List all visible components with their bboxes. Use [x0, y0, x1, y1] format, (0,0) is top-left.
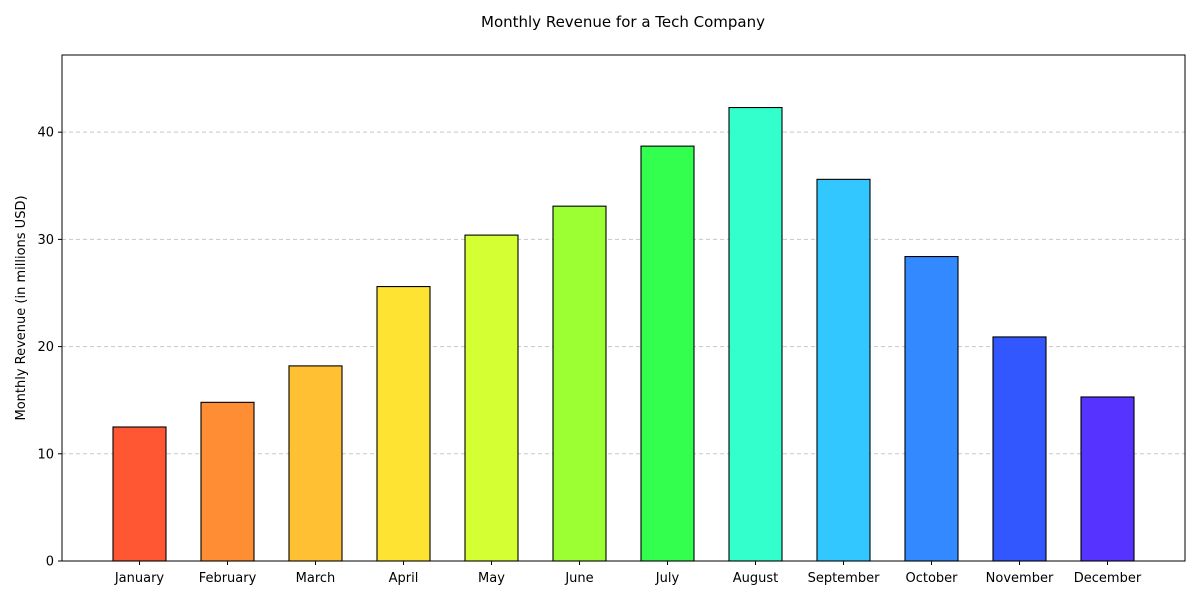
x-tick-label: October: [905, 571, 958, 586]
y-tick-label: 10: [37, 447, 54, 462]
bar-march: [288, 365, 343, 562]
bar-april: [376, 286, 431, 562]
grid-lines: [62, 131, 1185, 455]
bar-june: [552, 205, 607, 562]
x-tick-label: September: [808, 571, 881, 586]
bar-february: [200, 401, 255, 562]
chart-title: Monthly Revenue for a Tech Company: [481, 13, 765, 31]
bars: [112, 106, 1135, 562]
axis-ticks: 0 10 20 30 40 January February March April May Jun…: [37, 126, 1141, 586]
x-tick-label: June: [564, 571, 593, 586]
y-tick-label: 20: [37, 340, 54, 355]
bar-july: [640, 145, 695, 562]
bar-november: [992, 336, 1047, 562]
x-tick-label: February: [199, 571, 257, 586]
bar-january: [112, 426, 167, 562]
x-tick-label: November: [986, 571, 1054, 586]
x-tick-label: March: [296, 571, 336, 586]
x-tick-label: July: [655, 571, 680, 586]
x-tick-label: August: [733, 571, 779, 586]
x-tick-label: January: [114, 571, 165, 586]
bar-october: [904, 255, 959, 562]
bar-august: [728, 106, 783, 562]
y-tick-label: 40: [37, 126, 54, 141]
x-tick-label: April: [389, 571, 419, 586]
plot-frame: [61, 54, 1186, 562]
x-tick-label: December: [1074, 571, 1142, 586]
bar-december: [1080, 396, 1135, 562]
bar-september: [816, 178, 871, 562]
y-axis-label: Monthly Revenue (in millions USD): [14, 195, 29, 420]
y-tick-label: 0: [46, 555, 54, 570]
y-tick-label: 30: [37, 233, 54, 248]
x-tick-label: May: [478, 571, 505, 586]
bar-may: [464, 234, 519, 562]
